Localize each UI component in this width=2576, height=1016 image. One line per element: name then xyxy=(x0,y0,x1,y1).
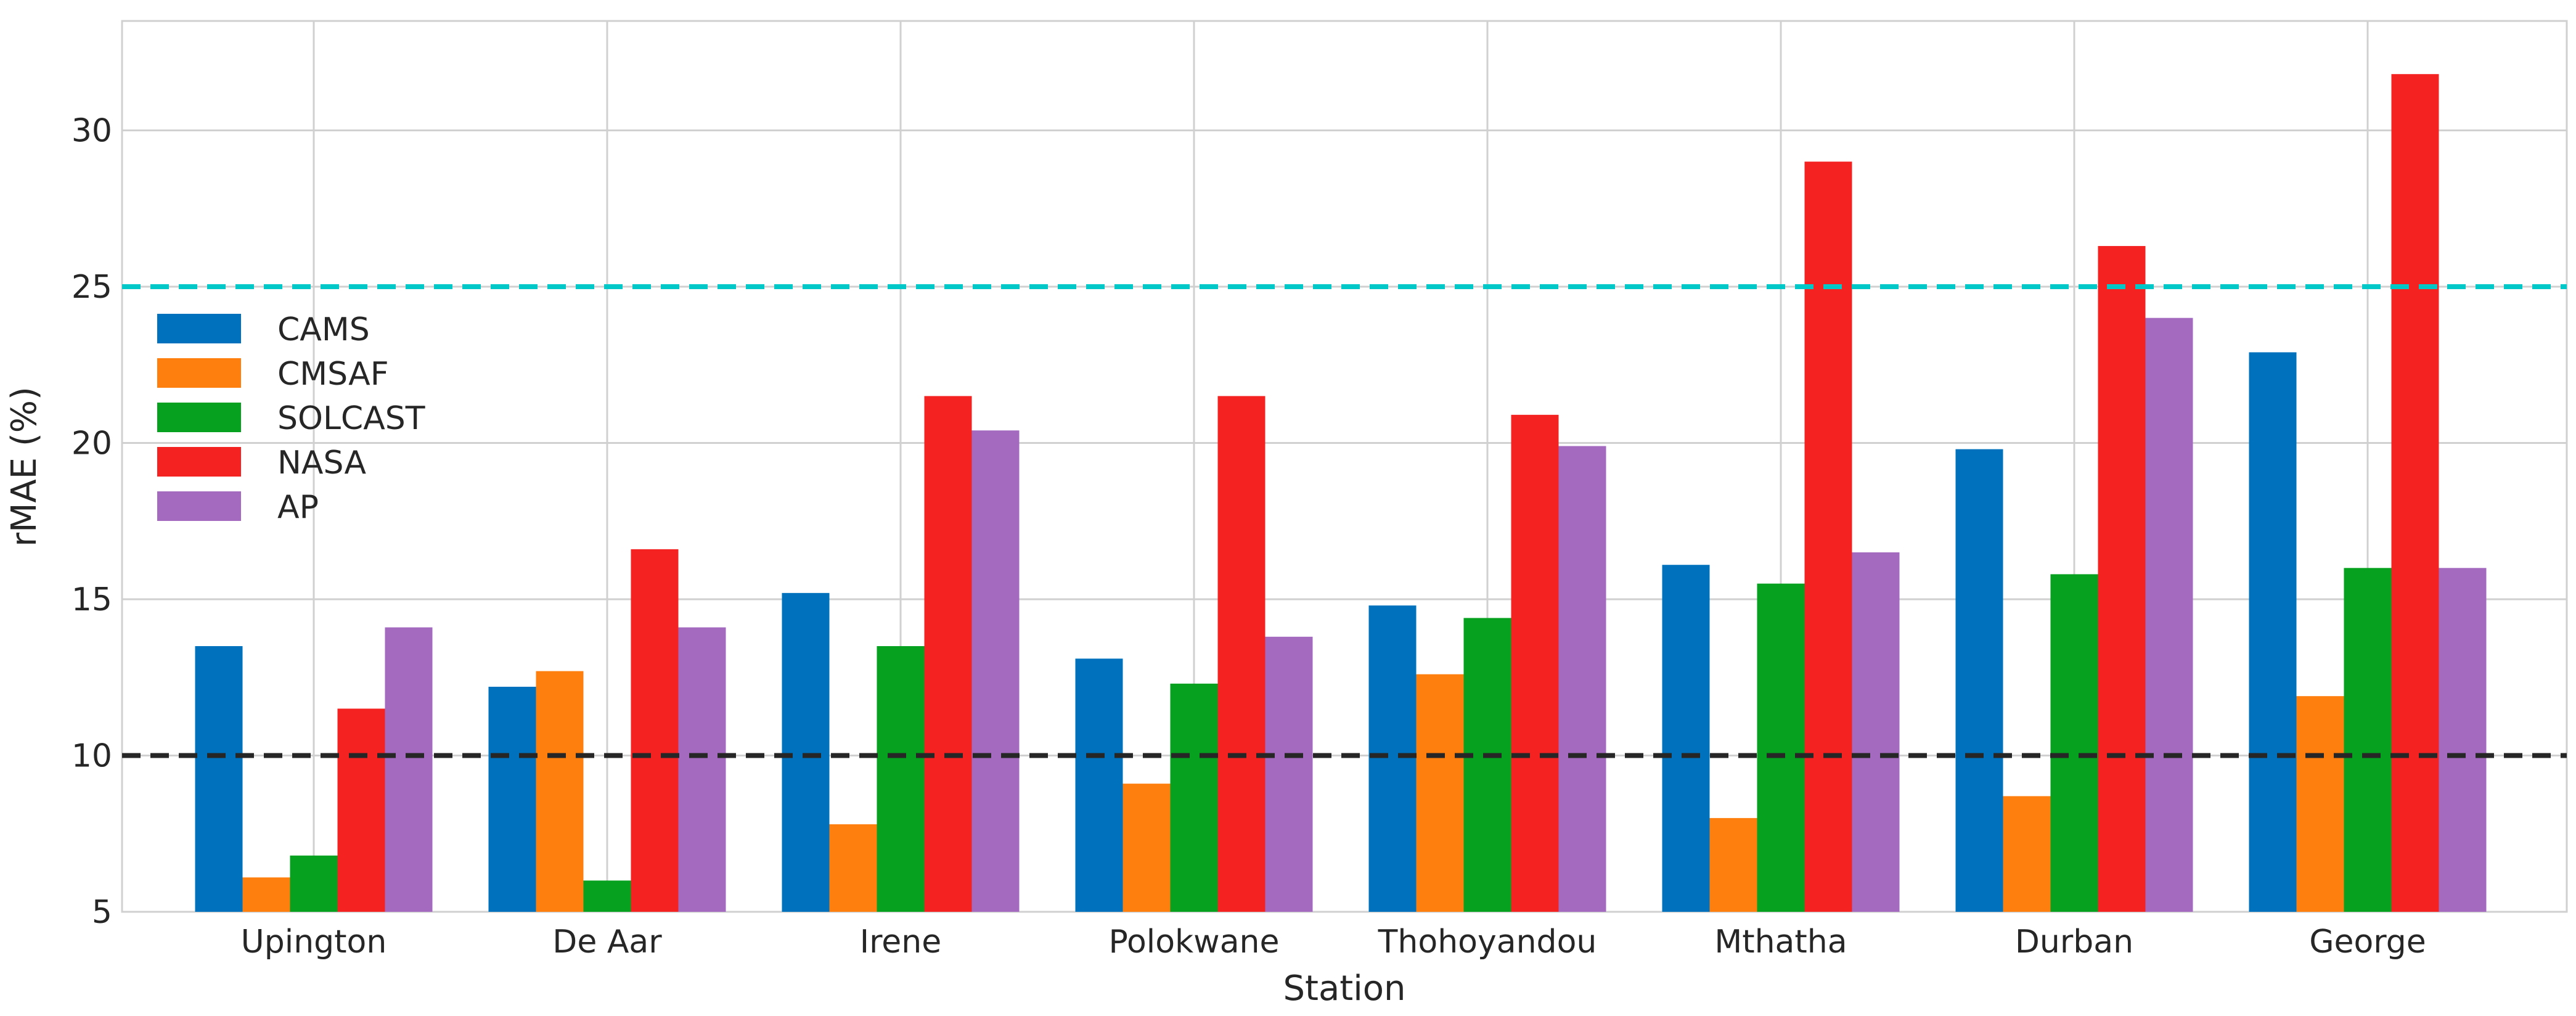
legend-swatch-solcast xyxy=(157,403,241,432)
bar-cmsaf-george xyxy=(2296,696,2344,912)
bar-ap-george xyxy=(2439,568,2487,912)
bar-cams-thohoyandou xyxy=(1368,605,1417,912)
legend-label-nasa: NASA xyxy=(277,444,366,481)
bar-cams-polokwane xyxy=(1075,658,1123,912)
bar-cmsaf-thohoyandou xyxy=(1416,674,1464,912)
x-tick-label: Thohoyandou xyxy=(1378,924,1597,961)
x-tick-label: Upington xyxy=(241,924,387,961)
legend: CAMS CMSAF SOLCAST NASA AP xyxy=(157,311,425,526)
bar-cams-mthatha xyxy=(1662,565,1710,912)
bar-nasa-mthatha xyxy=(1804,162,1852,912)
x-tick-label: Durban xyxy=(2015,924,2133,961)
bar-cams-de-aar xyxy=(488,686,536,912)
y-tick-label: 20 xyxy=(72,425,112,462)
legend-swatch-nasa xyxy=(157,447,241,477)
bar-solcast-irene xyxy=(877,646,925,912)
bar-cmsaf-mthatha xyxy=(1709,817,1757,912)
x-tick-label: Polokwane xyxy=(1108,924,1279,961)
bar-solcast-mthatha xyxy=(1757,583,1805,912)
bar-cams-george xyxy=(2249,352,2297,912)
bar-solcast-upington xyxy=(290,855,338,912)
bar-nasa-de-aar xyxy=(631,549,679,912)
bar-nasa-thohoyandou xyxy=(1511,414,1559,912)
bar-ap-mthatha xyxy=(1852,552,1900,912)
bar-solcast-george xyxy=(2344,568,2392,912)
legend-swatch-cams xyxy=(157,314,241,343)
reference-lines xyxy=(122,284,2567,758)
bar-nasa-durban xyxy=(2098,246,2146,912)
bar-nasa-irene xyxy=(924,396,972,912)
bar-cmsaf-de-aar xyxy=(536,671,584,912)
bar-solcast-thohoyandou xyxy=(1463,618,1511,912)
x-tick-label: De Aar xyxy=(552,924,662,961)
y-tick-label: 15 xyxy=(72,581,112,618)
bar-ap-durban xyxy=(2145,318,2193,912)
x-tick-label: Irene xyxy=(860,924,942,961)
y-axis-title: rMAE (%) xyxy=(4,387,44,547)
legend-swatch-ap xyxy=(157,491,241,521)
x-tick-label: George xyxy=(2309,924,2426,961)
y-tick-label: 30 xyxy=(72,112,112,149)
bar-solcast-de-aar xyxy=(583,880,631,912)
legend-label-cams: CAMS xyxy=(277,311,370,348)
bar-cams-irene xyxy=(782,592,830,912)
bar-cmsaf-durban xyxy=(2003,796,2051,912)
y-tick-label: 25 xyxy=(72,269,112,306)
legend-label-ap: AP xyxy=(277,489,319,526)
bar-solcast-polokwane xyxy=(1170,683,1218,912)
y-tick-label: 5 xyxy=(92,894,112,931)
bar-nasa-upington xyxy=(337,708,385,912)
x-axis-title: Station xyxy=(1283,969,1405,1009)
bar-nasa-george xyxy=(2391,74,2439,912)
bar-cams-durban xyxy=(1955,449,2003,912)
legend-label-cmsaf: CMSAF xyxy=(277,356,389,393)
bar-cmsaf-irene xyxy=(829,824,877,912)
bar-solcast-durban xyxy=(2050,574,2098,912)
x-tick-label: Mthatha xyxy=(1714,924,1847,961)
bar-cmsaf-polokwane xyxy=(1122,784,1171,912)
y-axis-ticks: 5 10 15 20 25 30 xyxy=(72,112,112,931)
bar-series xyxy=(195,74,2487,912)
bar-cmsaf-upington xyxy=(242,877,290,912)
legend-swatch-cmsaf xyxy=(157,358,241,388)
bar-cams-upington xyxy=(195,646,243,912)
bar-ap-irene xyxy=(971,430,1020,912)
bar-ap-polokwane xyxy=(1265,636,1313,912)
bar-ap-de-aar xyxy=(678,627,726,912)
legend-label-solcast: SOLCAST xyxy=(277,400,425,437)
bar-ap-thohoyandou xyxy=(1558,446,1606,912)
bar-nasa-polokwane xyxy=(1217,396,1266,912)
y-tick-label: 10 xyxy=(72,737,112,774)
x-axis-ticks: Upington De Aar Irene Polokwane Thohoyandou M… xyxy=(241,924,2426,961)
bar-ap-upington xyxy=(385,627,433,912)
